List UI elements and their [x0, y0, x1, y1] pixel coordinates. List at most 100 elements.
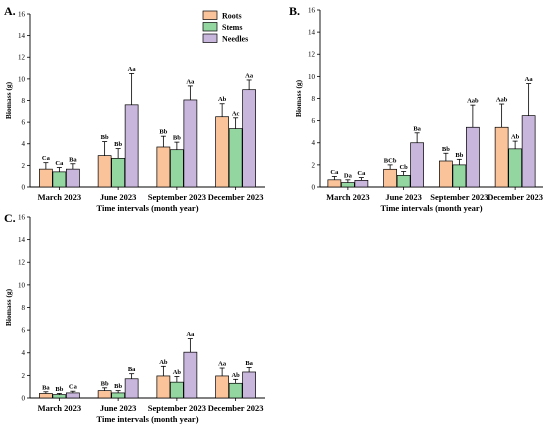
bar-roots	[39, 393, 53, 399]
bar-data-label: Bb	[159, 129, 167, 136]
x-tick-label: September 2023	[148, 403, 206, 413]
bar-roots	[97, 155, 112, 188]
y-tick-label: 2	[22, 372, 26, 380]
y-tick-label: 16	[18, 213, 26, 221]
chart-panel-1: A. 0 2 4 6 8 10 12 14 16 Biomass (g) March 2023 Ca Ca…	[4, 4, 265, 213]
x-tick-label: March 2023	[38, 192, 82, 202]
y-tick-label: 12	[308, 51, 316, 59]
bar-data-label: Bb	[173, 135, 181, 142]
bar-needles	[66, 392, 80, 399]
legend-label-roots: Roots	[222, 12, 242, 21]
legend-label-needles: Needles	[222, 35, 248, 44]
bar-needles	[242, 89, 256, 188]
bar-data-label: Ab	[231, 372, 240, 379]
y-tick-label: 0	[22, 394, 26, 402]
bar-roots	[383, 168, 397, 188]
y-tick-label: 0	[312, 183, 316, 191]
x-tick-label: June 2023	[385, 192, 422, 202]
bar-stems	[341, 182, 355, 188]
bar-data-label: Ab	[173, 369, 182, 376]
x-tick-label: March 2023	[326, 192, 370, 202]
bar-roots	[439, 160, 453, 188]
legend-swatch-stems	[202, 22, 218, 32]
y-tick-label: 8	[312, 95, 316, 103]
y-tick-label: 0	[22, 183, 26, 191]
x-axis-title: Time intervals (month year)	[380, 203, 482, 213]
bar-data-label: Ba	[413, 125, 421, 132]
y-tick-label: 2	[312, 161, 316, 169]
y-tick-label: 8	[22, 97, 26, 105]
x-tick-label: March 2023	[38, 403, 82, 413]
bar-needles	[354, 180, 369, 188]
legend-label-stems: Stems	[222, 23, 242, 32]
panel-letter: B.	[289, 4, 300, 18]
x-tick-label: December 2023	[487, 192, 543, 202]
bar-needles	[183, 99, 198, 188]
bar-data-label: Aab	[467, 98, 479, 105]
bar-stems	[396, 175, 411, 188]
bar-data-label: Ca	[69, 384, 78, 391]
bar-needles	[124, 378, 139, 399]
y-tick-label: 4	[22, 349, 26, 357]
x-tick-label: September 2023	[148, 192, 206, 202]
panel-letter: C.	[4, 211, 16, 225]
bar-stems	[228, 382, 243, 399]
bar-needles	[242, 371, 256, 399]
y-axis-title: Biomass (g)	[4, 288, 13, 326]
bar-stems	[170, 381, 184, 399]
bar-data-label: Aa	[128, 66, 137, 73]
bar-stems	[508, 148, 522, 188]
bar-data-label: Aab	[496, 97, 508, 104]
bar-roots	[39, 168, 53, 188]
x-tick-label: September 2023	[430, 192, 488, 202]
bar-roots	[215, 375, 229, 399]
bar-data-label: Ab	[159, 359, 168, 366]
bar-stems	[452, 164, 467, 188]
bar-data-label: Aa	[218, 361, 227, 368]
bar-data-label: Aa	[525, 76, 534, 83]
legend-swatch-roots	[202, 10, 218, 20]
bar-data-label: Cb	[399, 164, 408, 171]
y-tick-label: 12	[18, 54, 26, 62]
bar-data-label: Ac	[232, 110, 240, 117]
bar-data-label: Aa	[245, 72, 254, 79]
bar-stems	[228, 128, 243, 188]
x-tick-label: December 2023	[208, 192, 264, 202]
bar-stems	[170, 149, 184, 188]
y-tick-label: 14	[18, 236, 26, 244]
chart-panel-3: C. 0 2 4 6 8 10 12 14 16 Biomass (g) March 2023 Ba Bb…	[4, 211, 265, 424]
bar-data-label: Ab	[511, 134, 520, 141]
bar-data-label: Ba	[42, 384, 50, 391]
bar-stems	[111, 392, 125, 399]
bar-needles	[124, 104, 139, 188]
bar-data-label: Ca	[330, 169, 339, 176]
x-tick-label: June 2023	[100, 403, 137, 413]
y-tick-label: 14	[18, 32, 26, 40]
bar-data-label: Bb	[55, 386, 63, 393]
bar-data-label: Bb	[114, 141, 122, 148]
bar-roots	[156, 375, 171, 399]
bar-roots	[215, 116, 229, 188]
y-axis-title: Biomass (g)	[294, 79, 303, 117]
y-tick-label: 4	[22, 140, 26, 148]
y-tick-label: 10	[18, 281, 26, 289]
bar-roots	[494, 126, 509, 188]
panel-letter: A.	[4, 4, 16, 18]
bar-data-label: Ba	[128, 366, 136, 373]
y-tick-label: 6	[22, 119, 26, 127]
legend-swatch-needles	[202, 33, 218, 43]
bar-needles	[410, 142, 424, 188]
y-tick-label: 6	[22, 327, 26, 335]
bar-data-label: Bb	[114, 383, 122, 390]
bar-data-label: Bb	[101, 380, 109, 387]
y-axis-title: Biomass (g)	[4, 81, 13, 119]
bar-data-label: Aa	[186, 331, 195, 338]
y-tick-label: 16	[18, 10, 26, 18]
x-axis-title: Time intervals (month year)	[96, 414, 198, 424]
bar-data-label: Da	[344, 172, 353, 179]
bar-data-label: Ab	[218, 96, 227, 103]
x-tick-label: December 2023	[208, 403, 264, 413]
bar-needles	[466, 126, 480, 188]
y-tick-label: 6	[312, 117, 316, 125]
